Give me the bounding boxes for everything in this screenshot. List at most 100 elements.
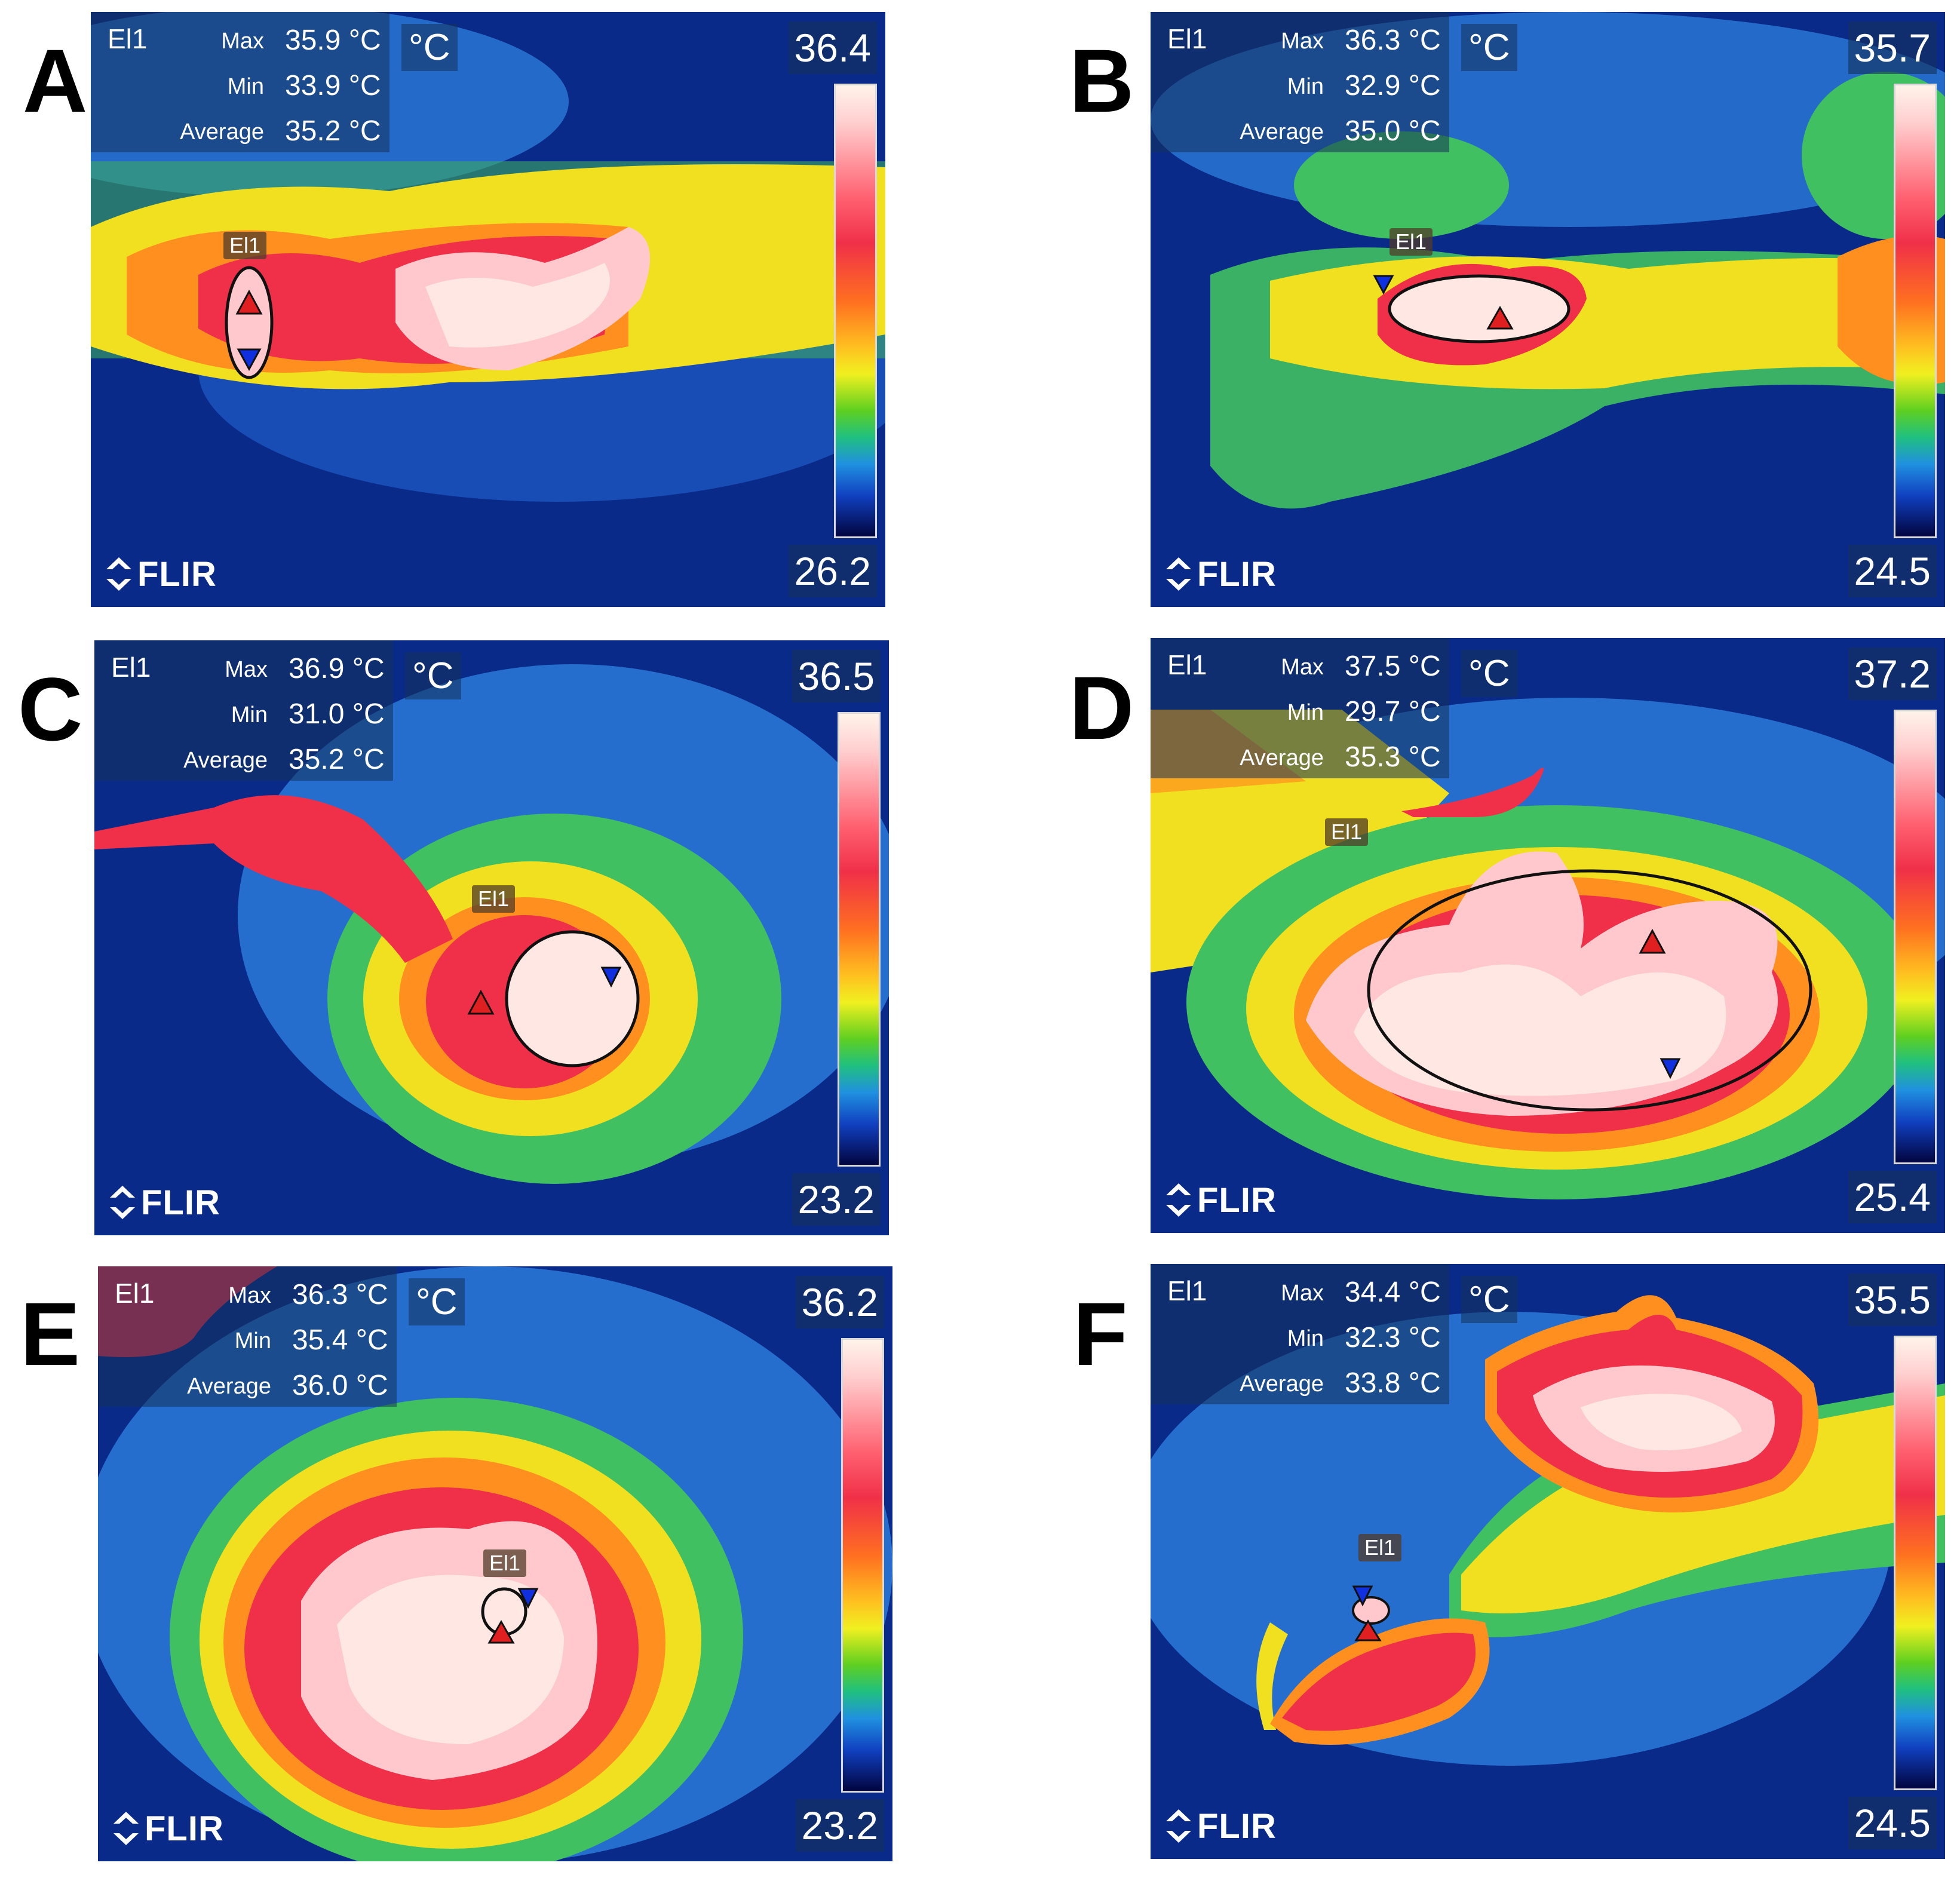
flir-logo-text: FLIR (1197, 1180, 1277, 1220)
min-label: Min (1287, 1326, 1324, 1351)
average-label: Average (180, 119, 264, 145)
max-value: 36.9 °C (289, 653, 385, 685)
measurement-box: El1 Max 37.5 °C Min 29.7 °C Average 35.3 °C (1151, 638, 1449, 778)
flir-logo-text: FLIR (1197, 1806, 1277, 1846)
roi-name: El1 (1167, 1275, 1207, 1306)
max-value: 37.5 °C (1345, 650, 1441, 682)
flir-diamond-icon (106, 557, 131, 591)
thermal-scene-a (91, 12, 885, 607)
flir-diamond-icon (1166, 1183, 1191, 1217)
flir-logo-text: FLIR (137, 554, 217, 594)
max-value: 35.9 °C (285, 24, 381, 56)
flir-diamond-icon (1166, 557, 1191, 591)
color-scale-bar (1894, 1336, 1937, 1790)
panel-label-b: B (1069, 30, 1134, 131)
roi-tag: El1 (1325, 818, 1369, 846)
min-value: 31.0 °C (289, 698, 385, 730)
color-scale-bar (838, 712, 881, 1167)
panel-label-c: C (18, 659, 83, 759)
unit-label: °C (1461, 650, 1517, 697)
roi-tag: El1 (472, 885, 516, 913)
scale-max-value: 36.4 (788, 22, 877, 74)
roi-tag: El1 (1390, 228, 1433, 256)
roi-name: El1 (115, 1278, 155, 1309)
thermal-image-c: El1 Max 36.9 °C Min 31.0 °C Average 35.2 °C… (94, 640, 889, 1235)
flir-logo-text: FLIR (1197, 554, 1277, 594)
min-label: Min (234, 1328, 271, 1354)
roi-name: El1 (111, 652, 151, 683)
min-value: 35.4 °C (292, 1324, 388, 1356)
unit-label: °C (1461, 24, 1517, 71)
average-value: 35.3 °C (1345, 741, 1441, 773)
scale-min-value: 26.2 (788, 545, 877, 597)
flir-logo: FLIR (112, 1808, 224, 1849)
max-value: 36.3 °C (1345, 24, 1441, 56)
min-value: 32.9 °C (1345, 70, 1441, 102)
color-scale-bar (1894, 84, 1937, 538)
min-label: Min (227, 74, 264, 99)
max-label: Max (1281, 1281, 1324, 1306)
flir-logo-text: FLIR (145, 1809, 224, 1848)
average-label: Average (183, 748, 268, 773)
unit-label: °C (401, 24, 458, 71)
roi-tag: El1 (1358, 1534, 1402, 1561)
max-label: Max (228, 1283, 271, 1308)
max-label: Max (225, 657, 268, 682)
average-label: Average (1240, 1371, 1324, 1397)
scale-max-value: 37.2 (1848, 648, 1937, 700)
thermal-image-d: El1 Max 37.5 °C Min 29.7 °C Average 35.3 °C… (1151, 638, 1945, 1233)
panel-label-a: A (23, 30, 88, 131)
flir-logo-text: FLIR (141, 1183, 220, 1222)
roi-name: El1 (1167, 23, 1207, 54)
unit-label: °C (409, 1278, 465, 1325)
flir-diamond-icon (110, 1186, 135, 1219)
measurement-box: El1 Max 36.9 °C Min 31.0 °C Average 35.2 °C (94, 640, 393, 781)
max-label: Max (221, 29, 264, 54)
color-scale-bar (834, 84, 877, 538)
average-label: Average (1240, 745, 1324, 771)
scale-min-value: 23.2 (795, 1799, 884, 1852)
panel-label-f: F (1073, 1284, 1128, 1384)
average-value: 35.2 °C (289, 744, 385, 775)
panel-label-e: E (20, 1284, 81, 1384)
thermal-image-b: El1 Max 36.3 °C Min 32.9 °C Average 35.0 °C… (1151, 12, 1945, 607)
average-value: 36.0 °C (292, 1370, 388, 1401)
flir-logo: FLIR (109, 1182, 220, 1223)
scale-min-value: 25.4 (1848, 1171, 1937, 1223)
max-value: 36.3 °C (292, 1279, 388, 1311)
thermal-scene-b (1151, 12, 1945, 607)
average-label: Average (1240, 119, 1324, 145)
max-label: Max (1281, 655, 1324, 680)
scale-max-value: 36.5 (792, 650, 881, 702)
min-label: Min (1287, 700, 1324, 725)
average-value: 33.8 °C (1345, 1367, 1441, 1399)
flir-logo: FLIR (1165, 553, 1277, 595)
scale-max-value: 35.5 (1848, 1274, 1937, 1326)
min-value: 32.3 °C (1345, 1322, 1441, 1354)
unit-label: °C (1461, 1276, 1517, 1323)
measurement-box: El1 Max 36.3 °C Min 35.4 °C Average 36.0 °C (98, 1266, 397, 1407)
min-label: Min (231, 702, 268, 728)
thermal-image-e: El1 Max 36.3 °C Min 35.4 °C Average 36.0 °C… (98, 1266, 892, 1861)
measurement-box: El1 Max 35.9 °C Min 33.9 °C Average 35.2 °C (91, 12, 389, 152)
unit-label: °C (405, 652, 461, 699)
flir-logo: FLIR (105, 553, 217, 595)
flir-logo: FLIR (1165, 1805, 1277, 1847)
thermal-image-f: El1 Max 34.4 °C Min 32.3 °C Average 33.8 °C… (1151, 1264, 1945, 1859)
measurement-box: El1 Max 36.3 °C Min 32.9 °C Average 35.0 °C (1151, 12, 1449, 152)
average-value: 35.2 °C (285, 115, 381, 147)
roi-name: El1 (1167, 649, 1207, 680)
scale-min-value: 24.5 (1848, 545, 1937, 597)
color-scale-bar (841, 1338, 884, 1793)
thermal-scene-f (1151, 1264, 1945, 1859)
min-value: 29.7 °C (1345, 696, 1441, 728)
roi-tag: El1 (483, 1549, 527, 1577)
scale-min-value: 23.2 (792, 1173, 881, 1226)
min-value: 33.9 °C (285, 70, 381, 102)
roi-name: El1 (108, 23, 148, 54)
max-value: 34.4 °C (1345, 1276, 1441, 1308)
scale-max-value: 36.2 (795, 1276, 884, 1328)
thermal-image-a: El1 Max 35.9 °C Min 33.9 °C Average 35.2 °C… (91, 12, 885, 607)
scale-min-value: 24.5 (1848, 1797, 1937, 1849)
flir-diamond-icon (1166, 1809, 1191, 1843)
